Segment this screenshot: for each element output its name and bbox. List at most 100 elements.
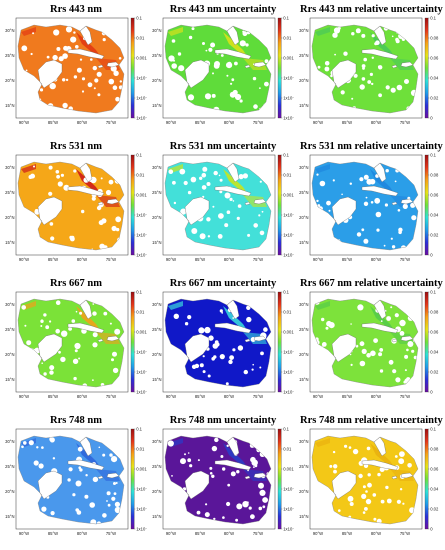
land-mass: [106, 472, 120, 479]
colorbar-tick-label: 0.001: [136, 329, 147, 334]
panel-title: Rrs 667 nm: [50, 278, 102, 289]
longitude-label: 75°W: [253, 531, 263, 536]
colorbar-tick-label: 0.1: [283, 153, 289, 157]
colorbar-tick-label: 1x10⁻⁴: [283, 75, 294, 80]
coastline: [17, 161, 125, 251]
data-field: [18, 25, 124, 113]
longitude-label: 90°W: [166, 394, 176, 399]
latitude-label: 15°N: [5, 514, 14, 519]
colorbar-tick-label: 1x10⁻⁴: [283, 212, 294, 217]
colorbar-tick-label: 1x10⁻⁵: [283, 506, 294, 511]
colorbar-tick-label: 0.1: [136, 290, 142, 294]
colorbar-tick-label: 1x10⁻⁵: [283, 232, 294, 237]
longitude-label: 85°W: [195, 531, 205, 536]
latitude-label: 20°N: [5, 352, 14, 357]
latitude-label: 20°N: [152, 78, 161, 83]
colorbar-tick-label: 0.04: [430, 486, 439, 491]
map-figure: 30°N 25°N 20°N 15°N 90°W 85°W 80°W 75°W 0.1 0.01 0…: [152, 16, 294, 125]
latitude-label: 30°N: [299, 302, 308, 307]
land-mass: [391, 338, 398, 343]
coastline: [311, 298, 419, 388]
latitude-label: 25°N: [299, 190, 308, 195]
land-mass: [331, 470, 357, 500]
longitude-label: 80°W: [371, 394, 381, 399]
colorbar-tick-label: 0.1: [283, 427, 289, 431]
data-field: [18, 162, 124, 250]
colorbar-tick-label: 0.001: [283, 55, 294, 60]
coastline: [311, 435, 419, 525]
colorbar-tick-label: 0.08: [430, 446, 439, 451]
latitude-label: 30°N: [299, 165, 308, 170]
land-mass: [67, 459, 105, 471]
latitude-label: 25°N: [5, 190, 14, 195]
land-mass: [253, 198, 267, 205]
land-mass: [244, 64, 251, 69]
longitude-label: 85°W: [48, 257, 58, 262]
colorbar-tick-label: 0.04: [430, 212, 439, 217]
colorbar-tick-label: 1x10⁻⁴: [136, 486, 147, 491]
longitude-label: 75°W: [106, 120, 116, 125]
land-mass: [97, 475, 104, 480]
land-mass: [331, 196, 357, 226]
latitude-label: 30°N: [5, 439, 14, 444]
map-panel: Rrs 443 nm relative uncertainty 30°N 25°N 2…: [296, 2, 443, 138]
colorbar-tick-label: 0.1: [136, 16, 142, 20]
colorbar-tick-label: 1x10⁻⁴: [136, 212, 147, 217]
longitude-label: 80°W: [371, 120, 381, 125]
coastline: [164, 24, 272, 114]
colorbar-tick-label: 0.02: [430, 95, 439, 100]
longitude-label: 85°W: [342, 394, 352, 399]
panel-title: Rrs 667 nm uncertainty: [169, 278, 277, 289]
longitude-label: 90°W: [166, 531, 176, 536]
colorbar-tick-label: 1x10⁻⁵: [136, 369, 147, 374]
colorbar-tick-label: 0.001: [136, 192, 147, 197]
colorbar: [277, 428, 282, 530]
panel-title: Rrs 531 nm: [50, 141, 102, 152]
latitude-label: 15°N: [5, 377, 14, 382]
colorbar-tick-label: 1x10⁻⁴: [136, 75, 147, 80]
latitude-label: 25°N: [5, 53, 14, 58]
land-mass: [361, 322, 399, 334]
latitude-label: 25°N: [299, 327, 308, 332]
land-mass: [391, 475, 398, 480]
map-panel: Rrs 443 nm uncertainty 30°N 25°N 20°N 15°N 90…: [149, 2, 294, 138]
colorbar-tick-label: 0.1: [283, 290, 289, 294]
map-figure: 30°N 25°N 20°N 15°N 90°W 85°W 80°W 75°W 0.1 0.08 0…: [299, 427, 439, 536]
latitude-label: 30°N: [5, 28, 14, 33]
coastline: [311, 161, 419, 251]
land-mass: [37, 470, 63, 500]
colorbar-tick-label: 0.1: [430, 153, 436, 157]
panel-title: Rrs 443 nm: [50, 4, 102, 15]
land-mass: [67, 48, 105, 60]
land-mass: [67, 185, 105, 197]
map-figure: 30°N 25°N 20°N 15°N 90°W 85°W 80°W 75°W 0.1 0.01 0…: [5, 427, 147, 536]
map-panel: Rrs 531 nm relative uncertainty 30°N 25°N 2…: [296, 139, 443, 275]
latitude-label: 20°N: [152, 352, 161, 357]
colorbar: [424, 17, 429, 119]
colorbar-tick-label: 0.08: [430, 35, 439, 40]
colorbar-tick-label: 0.04: [430, 349, 439, 354]
colorbar: [130, 154, 135, 256]
longitude-label: 80°W: [224, 120, 234, 125]
land-mass: [97, 338, 104, 343]
colorbar-tick-label: 0.1: [283, 16, 289, 20]
land-mass: [331, 59, 357, 89]
colorbar-tick-label: 0: [430, 526, 433, 531]
colorbar-tick-label: 1x10⁻⁶: [283, 389, 294, 394]
panel-title: Rrs 443 nm relative uncertainty: [300, 4, 443, 15]
longitude-label: 75°W: [106, 531, 116, 536]
colorbar-tick-label: 1x10⁻⁵: [136, 95, 147, 100]
latitude-label: 15°N: [299, 240, 308, 245]
longitude-label: 80°W: [77, 257, 87, 262]
map-panel: Rrs 443 nm 30°N 25°N 20°N 15°N 90°W 85°W 80°W 75…: [2, 2, 147, 138]
longitude-label: 75°W: [253, 257, 263, 262]
land-mass: [361, 459, 399, 471]
longitude-label: 80°W: [371, 257, 381, 262]
latitude-label: 15°N: [299, 103, 308, 108]
panel-title: Rrs 748 nm uncertainty: [169, 415, 277, 426]
colorbar-tick-label: 1x10⁻⁶: [136, 252, 147, 257]
panel-title: Rrs 443 nm uncertainty: [169, 4, 277, 15]
colorbar: [277, 291, 282, 393]
coastline: [164, 161, 272, 251]
